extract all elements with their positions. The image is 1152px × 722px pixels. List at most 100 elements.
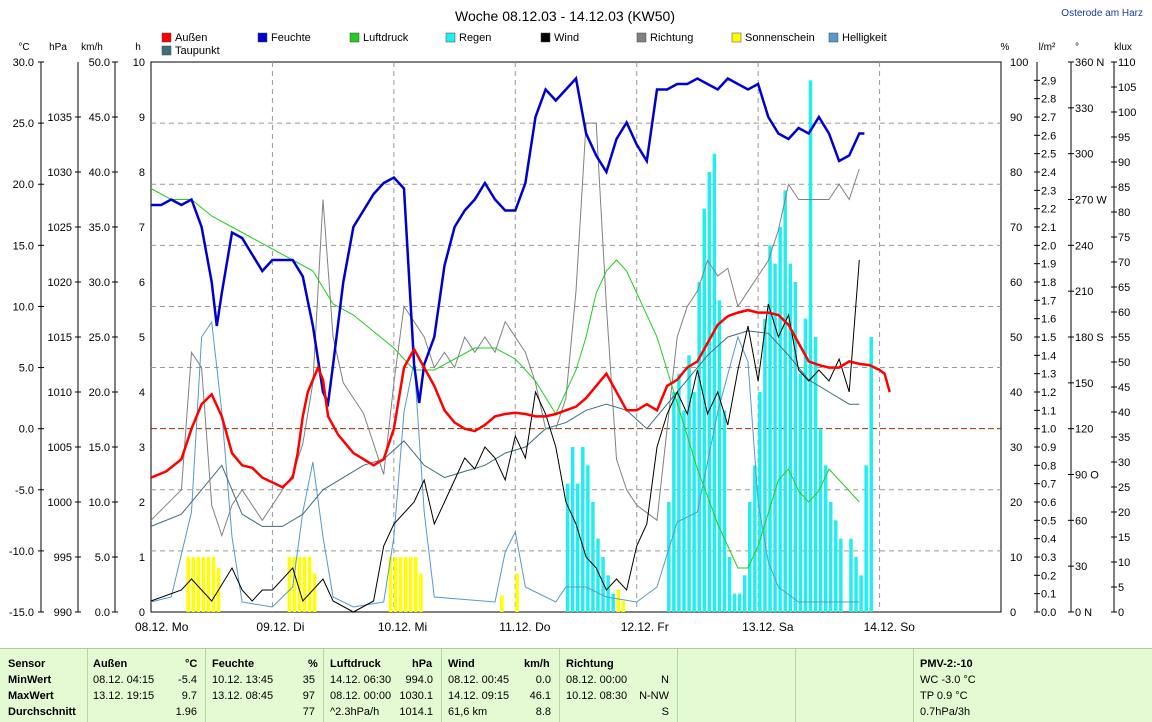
y-tick-label-sun: 6 [139,277,145,289]
y-tick-label-sun: 0 [139,607,145,619]
stats-luftdruck-min: 994.0 [405,674,433,686]
rain-bar [727,557,732,612]
sunshine-bar [616,590,620,612]
rain-bar [576,483,580,612]
stats-wind-max: 46.1 [529,690,551,702]
stats-richtung-avg: S [661,706,669,718]
y-tick-label-rain: 0.6 [1041,497,1056,509]
y-tick-label-wind: 25.0 [89,332,110,344]
y-tick-label-pressure: 1025 [48,222,72,234]
y-tick-label-wind: 15.0 [89,442,110,454]
y-tick-label-brightness: 60 [1118,307,1130,319]
y-tick-label-pressure: 1035 [48,112,72,124]
sunshine-bar [515,573,519,612]
rain-bar [758,392,762,612]
y-tick-label-brightness: 10 [1118,557,1130,569]
y-tick-label-humidity: 0 [1010,607,1016,619]
y-tick-label-rain: 2.4 [1041,167,1056,179]
rain-bar [601,557,605,612]
y-tick-label-pressure: 990 [54,607,72,619]
y-tick-label-temp: 0.0 [19,424,34,436]
stats-richtung-min: N [661,674,669,686]
y-tick-label-direction: 150 [1075,378,1093,390]
y-tick-label-brightness: 30 [1118,457,1130,469]
stats-aussen-max: 9.7 [181,690,197,702]
y-tick-label-rain: 1.2 [1041,387,1056,399]
rain-bar [717,300,722,612]
y-tick-label-sun: 5 [139,332,145,344]
sunshine-bar [206,557,211,612]
y-tick-label-rain: 0.9 [1041,442,1056,454]
stats-header-luftdruck-unit: hPa [412,658,433,670]
y-tick-label-wind: 50.0 [89,57,110,69]
y-tick-label-rain: 2.5 [1041,149,1056,161]
y-tick-label-pressure: 1000 [48,497,72,509]
sunshine-bar [302,557,307,612]
y-tick-label-pressure: 1030 [48,167,72,179]
y-tick-label-brightness: 20 [1118,507,1130,519]
rain-bar [682,410,686,612]
stats-luftdruck-max: 1030.1 [399,690,433,702]
y-unit-wind: km/h [81,42,103,53]
rain-bar [854,557,858,612]
y-tick-label-humidity: 20 [1010,497,1022,509]
stats-richtung-max-time: 10.12. 08:30 [566,690,628,702]
y-tick-label-rain: 2.1 [1041,222,1056,234]
y-tick-label-rain: 2.6 [1041,130,1056,142]
y-tick-label-brightness: 55 [1118,332,1130,344]
rain-bar [763,318,767,612]
rain-bar [803,318,808,612]
legend-swatch [161,32,172,43]
y-tick-label-brightness: 0 [1118,607,1124,619]
sunshine-bar [201,557,206,612]
stats-header-feuchte-unit: % [308,658,318,670]
x-tick-label: 13.12. Sa [742,620,794,634]
rain-bar [565,483,570,612]
stats-row-label: MaxWert [8,690,54,702]
stats-header-feuchte: Feuchte [212,658,255,670]
sunshine-bar [191,557,195,612]
y-tick-label-rain: 0.2 [1041,570,1056,582]
y-tick-label-sun: 8 [139,167,145,179]
y-tick-label-wind: 10.0 [89,497,110,509]
rain-bar [788,263,792,612]
y-tick-label-rain: 0.7 [1041,479,1056,491]
y-tick-label-humidity: 30 [1010,442,1022,454]
rain-bar [839,538,843,612]
y-tick-label-rain: 2.2 [1041,204,1056,216]
y-tick-label-rain: 0.0 [1041,607,1056,619]
legend-swatch [731,32,742,43]
stats-feuchte-avg: 77 [302,706,315,718]
y-tick-label-brightness: 75 [1118,232,1130,244]
rain-bar [834,520,838,612]
y-tick-label-sun: 9 [139,112,145,124]
series-line-feuchte [151,75,865,408]
legend-entry: Taupunkt [175,45,220,57]
legend-entry: Wind [554,32,579,44]
y-tick-label-wind: 35.0 [89,222,110,234]
y-tick-label-rain: 0.4 [1041,534,1056,546]
y-tick-label-rain: 1.4 [1041,350,1056,362]
y-tick-label-rain: 1.7 [1041,295,1056,307]
rain-bar [813,337,818,612]
y-tick-label-pressure: 1005 [48,442,72,454]
y-unit-sun: h [135,42,141,53]
sunshine-bar [500,595,504,612]
y-tick-label-rain: 0.5 [1041,515,1056,527]
series-line-luftdruck [150,188,860,569]
sunshine-bar [312,573,317,612]
rain-bar [712,153,717,612]
legend-swatch [828,32,839,43]
rain-bar [859,575,863,612]
stats-wind-min-time: 08.12. 00:45 [448,674,510,686]
y-tick-label-rain: 1.5 [1041,332,1056,344]
stats-wind-distance: 61,6 km [448,706,488,718]
series-line-taupunkt [150,330,860,527]
series-line-helligkeit [150,320,860,608]
rain-bar [697,282,701,612]
y-tick-label-brightness: 50 [1118,357,1130,369]
y-tick-label-temp: -10.0 [9,546,34,558]
stats-header-sensor: Sensor [8,658,46,670]
stats-header-luftdruck: Luftdruck [330,658,381,670]
sunshine-bar [414,557,418,612]
